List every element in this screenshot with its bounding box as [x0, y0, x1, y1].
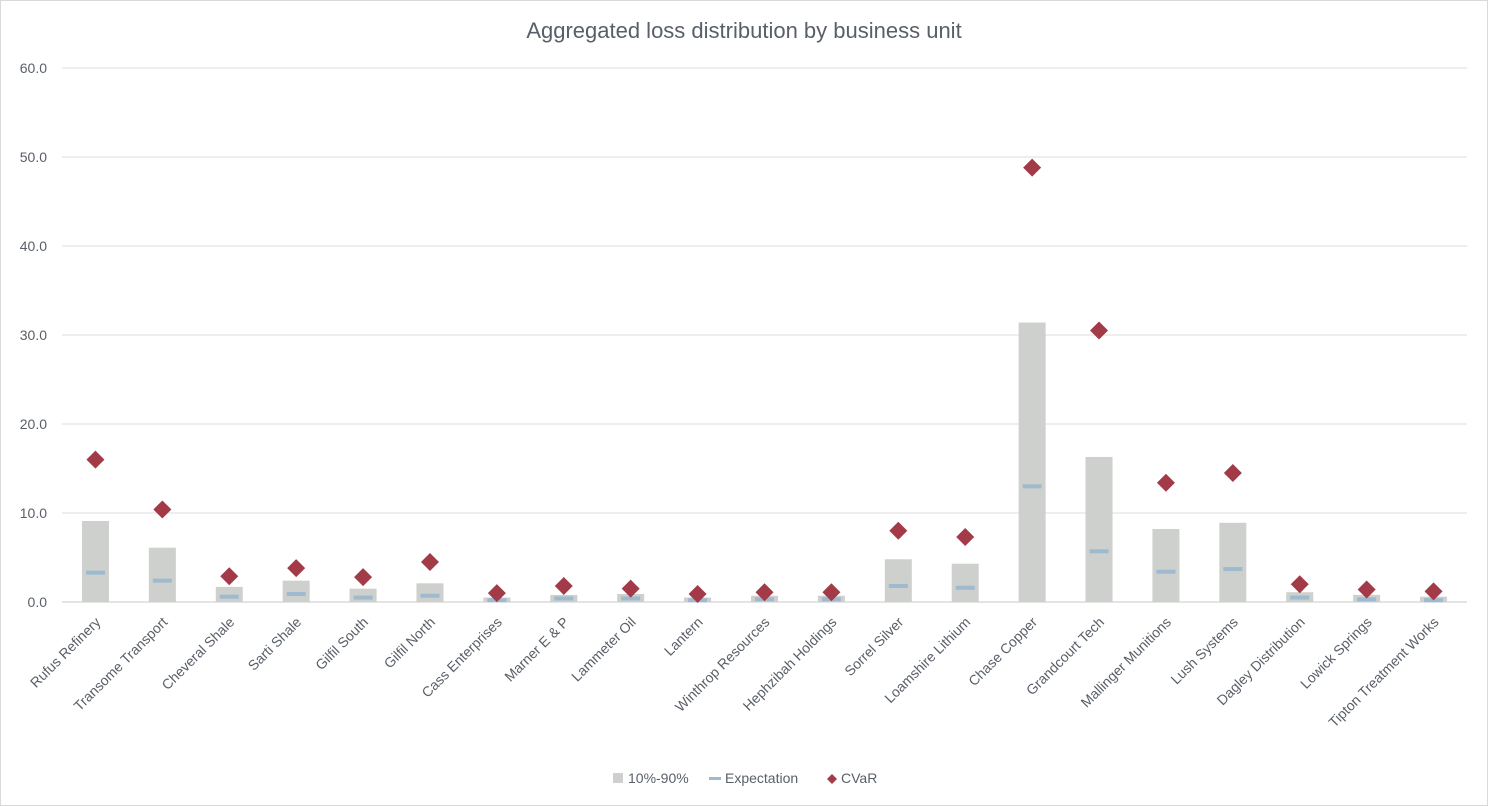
legend-label-cvar: CVaR	[841, 770, 877, 786]
y-tick-label: 40.0	[20, 238, 47, 254]
category-label: Chase Copper	[965, 614, 1040, 689]
legend-swatch-cvar	[827, 774, 837, 784]
range-bar	[416, 583, 444, 602]
cvar-marker	[153, 500, 172, 519]
y-tick-label: 50.0	[20, 149, 47, 165]
category-label: Lush Systems	[1167, 614, 1240, 687]
range-bar	[884, 559, 912, 602]
range-bar	[1152, 529, 1180, 602]
cvar-marker	[220, 567, 239, 586]
expectation-marker	[554, 596, 574, 601]
expectation-marker	[888, 583, 908, 588]
category-label: Gilfil South	[312, 614, 371, 673]
legend: 10%-90% Expectation CVaR	[613, 770, 877, 786]
expectation-marker	[1022, 484, 1042, 489]
gridlines	[62, 67, 1467, 603]
expectation-marker	[152, 578, 172, 583]
category-label: Cheveral Shale	[158, 614, 237, 693]
category-label: Lantern	[661, 614, 706, 659]
cvar-marker	[956, 528, 975, 547]
cvar-marker	[554, 576, 573, 595]
legend-label-expectation: Expectation	[725, 770, 798, 786]
range-bar	[81, 521, 109, 602]
range-bar	[951, 563, 979, 602]
cvar-marker	[889, 521, 908, 540]
y-tick-label: 0.0	[28, 594, 48, 610]
cvar-marker	[1357, 580, 1376, 599]
expectation-marker	[621, 596, 641, 601]
range-bar	[215, 586, 243, 602]
cvar-marker	[1290, 575, 1309, 594]
y-tick-label: 60.0	[20, 60, 47, 76]
cvar-marker	[487, 584, 506, 603]
legend-label-range: 10%-90%	[628, 770, 689, 786]
y-tick-label: 10.0	[20, 505, 47, 521]
cvar-marker	[1156, 473, 1175, 492]
cvar-marker	[287, 559, 306, 578]
cvar-marker	[822, 583, 841, 602]
expectation-marker	[1290, 595, 1310, 600]
expectation-marker	[1223, 567, 1243, 572]
category-label: Tipton Treatment Works	[1325, 614, 1441, 730]
cvar-marker	[1223, 463, 1242, 482]
y-axis-ticks: 0.0 10.0 20.0 30.0 40.0 50.0 60.0	[20, 60, 47, 610]
legend-swatch-range	[613, 773, 623, 783]
expectation-marker	[420, 593, 440, 598]
y-tick-label: 30.0	[20, 327, 47, 343]
cvar-markers	[86, 158, 1443, 603]
category-label: Sarti Shale	[245, 614, 305, 674]
cvar-marker	[86, 450, 105, 469]
category-label: Marner E & P	[501, 614, 572, 685]
cvar-marker	[688, 584, 707, 603]
cvar-marker	[1023, 158, 1042, 177]
cvar-marker	[755, 583, 774, 602]
category-label: Rufus Refinery	[27, 614, 104, 691]
expectation-marker	[955, 585, 975, 590]
cvar-marker	[420, 552, 439, 571]
cvar-marker	[354, 568, 373, 587]
category-label: Gilfil North	[381, 614, 439, 672]
range-bar	[282, 580, 310, 602]
expectation-marker	[353, 595, 373, 600]
category-label: Lammeter Oil	[568, 614, 639, 685]
expectation-marker	[219, 594, 239, 599]
expectation-marker	[85, 570, 105, 575]
cvar-marker	[1424, 582, 1443, 601]
y-tick-label: 20.0	[20, 416, 47, 432]
cvar-marker	[1090, 321, 1109, 340]
expectation-marker	[1357, 597, 1377, 602]
expectation-marker	[1156, 569, 1176, 574]
range-bar	[1219, 522, 1247, 602]
chart-title: Aggregated loss distribution by business…	[526, 18, 961, 43]
range-bar	[148, 547, 176, 602]
expectation-marker	[286, 591, 306, 596]
range-bar	[1085, 456, 1113, 602]
expectation-marker	[1089, 549, 1109, 554]
legend-swatch-expectation	[709, 777, 721, 780]
cvar-marker	[621, 579, 640, 598]
category-label: Sorrel Silver	[841, 614, 906, 679]
range-bar	[1018, 322, 1046, 602]
range-bar	[349, 588, 377, 602]
range-bars	[81, 322, 1448, 602]
